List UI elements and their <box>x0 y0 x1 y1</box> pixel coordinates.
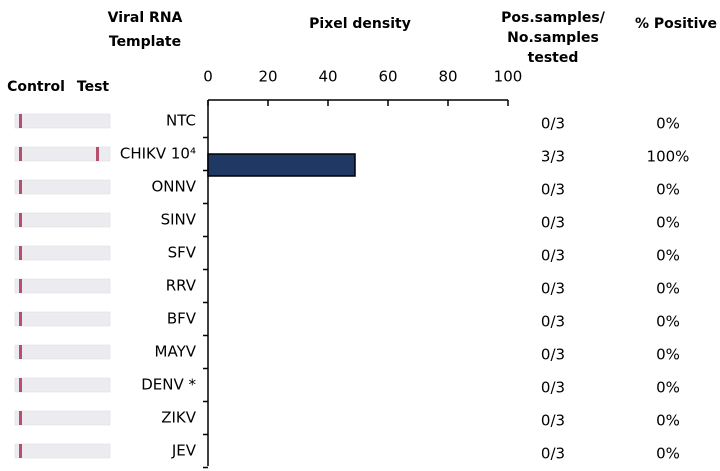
cell: 0% <box>656 280 680 298</box>
column-header: tested <box>528 50 579 66</box>
strip <box>14 377 111 393</box>
column-header: Pos.samples/ <box>501 10 606 26</box>
cell: 0/3 <box>541 247 565 265</box>
cell: 0% <box>656 115 680 133</box>
category-label: SFV <box>168 244 197 262</box>
cell: 3/3 <box>541 148 565 166</box>
category-header: Viral RNA <box>108 10 183 26</box>
strip <box>14 443 111 459</box>
x-tick-label: 0 <box>203 68 213 86</box>
strip <box>14 212 111 228</box>
x-tick-label: 80 <box>438 68 457 86</box>
cell: 0% <box>656 445 680 463</box>
x-tick-label: 60 <box>378 68 397 86</box>
strip <box>14 179 111 195</box>
category-label: MAYV <box>155 343 197 361</box>
x-tick-label: 40 <box>318 68 337 86</box>
strip <box>14 311 111 327</box>
strip <box>14 278 111 294</box>
cell: 0% <box>656 247 680 265</box>
cell: 0/3 <box>541 280 565 298</box>
strip-label: Test <box>77 79 110 95</box>
control-line <box>19 213 22 227</box>
cell: 0% <box>656 214 680 232</box>
control-line <box>19 378 22 392</box>
column-header: No.samples <box>507 30 599 46</box>
x-tick-label: 20 <box>258 68 277 86</box>
category-label: BFV <box>167 310 197 328</box>
strip <box>14 344 111 360</box>
control-line <box>19 444 22 458</box>
cell: 0/3 <box>541 412 565 430</box>
x-tick-label: 100 <box>494 68 523 86</box>
control-line <box>19 312 22 326</box>
strip <box>14 146 111 162</box>
column-header: % Positive <box>635 16 717 32</box>
category-label: ONNV <box>151 178 196 196</box>
category-label: CHIKV 10⁴ <box>120 145 196 163</box>
category-label: ZIKV <box>161 409 197 427</box>
cell: 100% <box>647 148 690 166</box>
value-header: Pixel density <box>309 16 411 32</box>
cell: 0/3 <box>541 313 565 331</box>
category-label: JEV <box>171 442 197 460</box>
category-header: Template <box>109 34 181 50</box>
strip <box>14 113 111 129</box>
control-line <box>19 114 22 128</box>
bar <box>207 153 356 177</box>
control-line <box>19 411 22 425</box>
control-line <box>19 345 22 359</box>
cell: 0% <box>656 379 680 397</box>
strip <box>14 245 111 261</box>
cell: 0% <box>656 313 680 331</box>
cell: 0/3 <box>541 346 565 364</box>
category-label: RRV <box>166 277 197 295</box>
category-label: NTC <box>166 112 196 130</box>
control-line <box>19 279 22 293</box>
cell: 0% <box>656 412 680 430</box>
cell: 0/3 <box>541 214 565 232</box>
cell: 0% <box>656 346 680 364</box>
category-label: SINV <box>161 211 197 229</box>
category-label: DENV * <box>141 376 196 394</box>
test-line <box>96 147 99 161</box>
strip <box>14 410 111 426</box>
cell: 0/3 <box>541 181 565 199</box>
control-line <box>19 246 22 260</box>
cell: 0/3 <box>541 379 565 397</box>
strip-label: Control <box>7 79 65 95</box>
control-line <box>19 147 22 161</box>
cell: 0/3 <box>541 445 565 463</box>
cell: 0/3 <box>541 115 565 133</box>
cell: 0% <box>656 181 680 199</box>
control-line <box>19 180 22 194</box>
